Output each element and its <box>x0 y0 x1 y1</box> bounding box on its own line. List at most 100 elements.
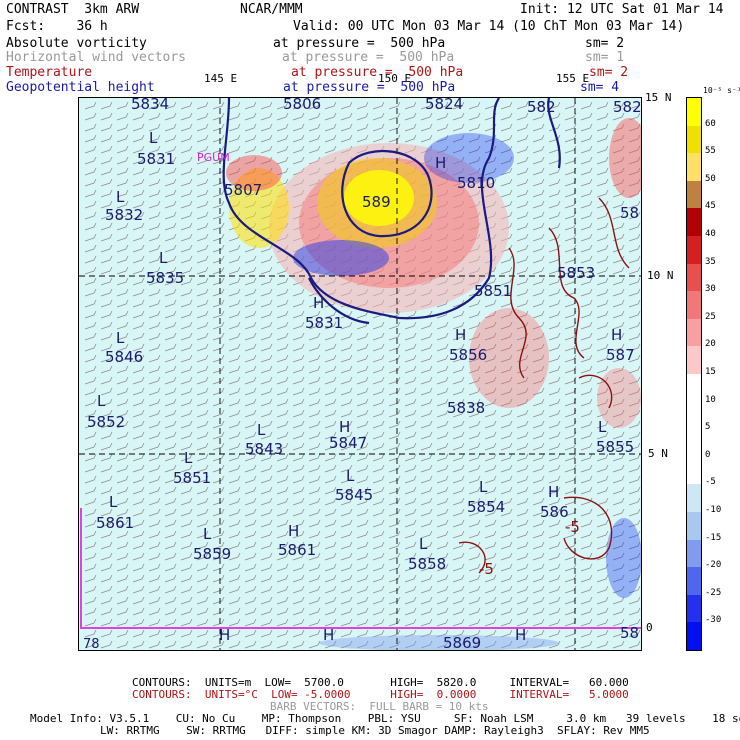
wind-barb <box>116 178 129 187</box>
wind-barb <box>580 167 593 176</box>
wind-barb <box>228 288 241 297</box>
wind-barb <box>212 387 225 396</box>
wind-barb <box>436 398 449 407</box>
wind-barb <box>180 541 193 550</box>
wind-barb <box>580 112 593 121</box>
geo-label: 582 <box>527 98 556 116</box>
wind-barb <box>532 134 545 143</box>
wind-barb <box>436 354 449 363</box>
wind-barb <box>628 123 641 132</box>
wind-barb <box>164 354 177 363</box>
wind-barb <box>372 387 385 396</box>
wind-barb <box>180 222 193 231</box>
wind-barb <box>164 321 177 330</box>
wind-barb <box>292 420 305 429</box>
wind-barb <box>372 354 385 363</box>
wind-barb <box>516 519 529 528</box>
wind-barb <box>196 442 209 451</box>
wind-barb <box>276 530 289 539</box>
wind-barb <box>548 189 561 198</box>
field-name-wind: Horizontal wind vectors <box>6 50 187 65</box>
wind-barb <box>100 442 113 451</box>
wind-barb <box>484 596 497 605</box>
wind-barb <box>500 321 513 330</box>
wind-barb <box>132 156 145 165</box>
field-smooth-geopotential: sm= 4 <box>580 80 620 95</box>
wind-barb <box>612 101 625 110</box>
wind-barb <box>436 134 449 143</box>
wind-barb <box>100 156 113 165</box>
wind-barb <box>612 156 625 165</box>
wind-barb <box>260 387 273 396</box>
wind-barb <box>84 222 97 231</box>
wind-barb <box>548 321 561 330</box>
wind-barb <box>596 321 609 330</box>
wind-barb <box>84 464 97 473</box>
wind-barb <box>324 541 337 550</box>
wind-barb <box>180 365 193 374</box>
wind-barb <box>628 156 641 165</box>
wind-barb <box>84 365 97 374</box>
wind-barb <box>596 244 609 253</box>
wind-barb <box>84 508 97 517</box>
wind-barb <box>596 585 609 594</box>
wind-barb <box>452 530 465 539</box>
wind-barb <box>276 398 289 407</box>
wind-barb <box>116 145 129 154</box>
wind-barb <box>388 519 401 528</box>
wind-barb <box>500 277 513 286</box>
wind-barb <box>84 244 97 253</box>
wind-barb <box>484 365 497 374</box>
wind-barb <box>116 464 129 473</box>
wind-barb <box>580 453 593 462</box>
wind-barb <box>180 266 193 275</box>
wind-barb <box>164 618 177 627</box>
wind-barb <box>164 266 177 275</box>
wind-barb <box>356 376 369 385</box>
wind-barb <box>468 420 481 429</box>
wind-barb <box>116 640 129 649</box>
wind-barb <box>340 640 353 649</box>
wind-barb <box>596 552 609 561</box>
wind-barb <box>500 508 513 517</box>
wind-barb <box>436 365 449 374</box>
wind-barb <box>132 508 145 517</box>
wind-barb <box>548 508 561 517</box>
wind-barb <box>628 453 641 462</box>
wind-barb <box>84 596 97 605</box>
wind-barb <box>452 563 465 572</box>
wind-barb <box>292 156 305 165</box>
wind-barb <box>516 123 529 132</box>
wind-barb <box>116 563 129 572</box>
wind-barb <box>100 398 113 407</box>
wind-barb <box>132 255 145 264</box>
wind-barb <box>132 178 145 187</box>
wind-barb <box>420 409 433 418</box>
wind-barb <box>260 332 273 341</box>
wind-barb <box>164 332 177 341</box>
wind-barb <box>420 123 433 132</box>
wind-barb <box>340 464 353 473</box>
wind-barb <box>388 123 401 132</box>
wind-barb <box>532 497 545 506</box>
wind-barb <box>580 640 593 649</box>
wind-barb <box>516 299 529 308</box>
wind-barb <box>404 123 417 132</box>
wind-barb <box>548 442 561 451</box>
lat-label-5n: 5 N <box>648 447 668 460</box>
wind-barb <box>500 156 513 165</box>
wind-barb <box>468 310 481 319</box>
wind-barb <box>276 640 289 649</box>
wind-barb <box>148 420 161 429</box>
wind-barb <box>132 409 145 418</box>
wind-barb <box>100 530 113 539</box>
wind-barb <box>228 365 241 374</box>
wind-barb <box>532 321 545 330</box>
wind-barb <box>468 596 481 605</box>
wind-barb <box>100 629 113 638</box>
wind-barb <box>596 563 609 572</box>
wind-barb <box>308 420 321 429</box>
wind-barb <box>580 277 593 286</box>
wind-barb <box>356 563 369 572</box>
colorbar-tick-label: -15 <box>705 532 722 543</box>
